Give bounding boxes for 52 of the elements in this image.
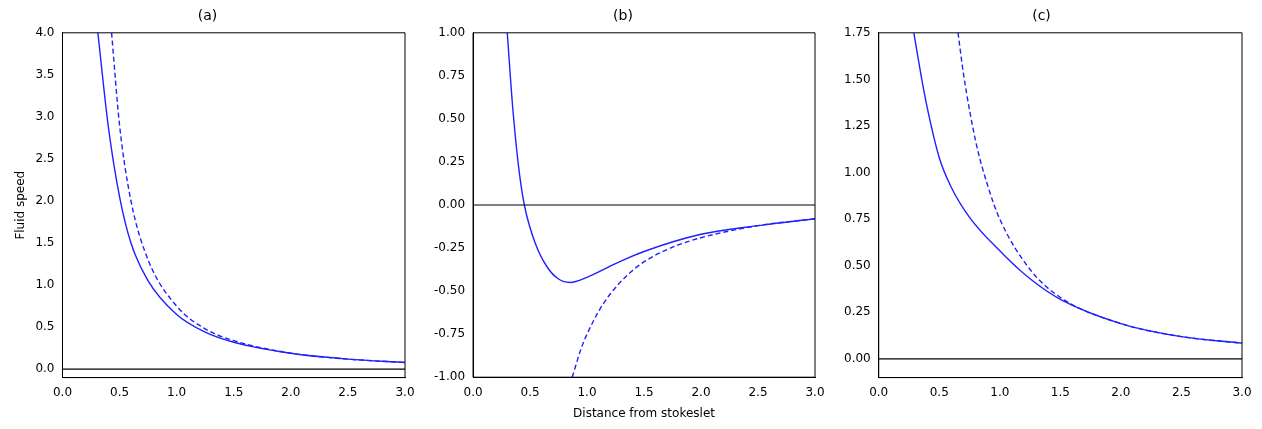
y-tick-label: 1.50 (844, 71, 871, 86)
x-tick-label: 1.5 (224, 384, 244, 399)
y-tick-label: 1.0 (35, 277, 55, 292)
y-tick-label: -0.75 (433, 326, 466, 341)
y-tick-label: -0.50 (433, 283, 466, 298)
y-tick-label: 0.0 (35, 361, 55, 376)
y-tick-label: 0.25 (844, 304, 871, 319)
y-tick-label: 1.00 (438, 24, 466, 39)
x-tick-label: 2.0 (1111, 384, 1131, 399)
y-tick-label: -0.25 (433, 240, 466, 255)
chart-title: (b) (613, 7, 633, 24)
y-tick-label: 0.50 (844, 257, 871, 272)
y-tick-label: 0.00 (844, 351, 871, 366)
y-tick-label: 0.00 (438, 197, 466, 212)
y-tick-label: 0.50 (438, 111, 466, 126)
x-tick-label: 0.0 (52, 384, 73, 399)
y-tick-label: 2.0 (35, 193, 55, 208)
x-axis-title: Distance from stokeslet (573, 405, 716, 420)
x-tick-label: 2.0 (691, 384, 711, 399)
x-tick-label: 0.5 (520, 384, 540, 399)
y-tick-label: 0.25 (438, 154, 466, 169)
chart-title: (c) (1032, 7, 1051, 24)
x-tick-label: 2.5 (338, 384, 358, 399)
y-tick-label: 3.0 (35, 109, 55, 124)
y-tick-label: 4.0 (35, 24, 55, 39)
y-axis-title: Fluid speed (13, 170, 28, 240)
x-tick-label: 0.5 (110, 384, 130, 399)
chart-title: (a) (197, 7, 218, 24)
y-tick-label: 1.25 (844, 118, 871, 133)
y-tick-label: -1.00 (433, 369, 466, 384)
y-tick-label: 1.5 (35, 235, 55, 250)
y-tick-label: 1.00 (844, 164, 871, 179)
x-tick-label: 1.5 (1050, 384, 1070, 399)
y-tick-label: 0.75 (844, 211, 871, 226)
x-tick-label: 0.0 (463, 384, 483, 399)
x-tick-label: 3.0 (395, 384, 415, 399)
x-tick-label: 2.5 (1171, 384, 1191, 399)
y-tick-label: 2.5 (35, 151, 55, 166)
x-tick-label: 1.0 (577, 384, 597, 399)
y-tick-label: 0.75 (438, 67, 466, 82)
x-tick-label: 0.5 (929, 384, 949, 399)
x-tick-label: 2.0 (281, 384, 301, 399)
x-tick-label: 2.5 (748, 384, 768, 399)
x-tick-label: 1.5 (634, 384, 654, 399)
x-tick-label: 1.0 (167, 384, 187, 399)
y-tick-label: 1.75 (844, 24, 871, 39)
x-tick-label: 1.0 (990, 384, 1010, 399)
x-tick-label: 0.0 (869, 384, 889, 399)
y-tick-label: 0.5 (35, 319, 55, 334)
x-tick-label: 3.0 (1232, 384, 1252, 399)
x-tick-label: 3.0 (805, 384, 825, 399)
y-tick-label: 3.5 (35, 66, 55, 81)
